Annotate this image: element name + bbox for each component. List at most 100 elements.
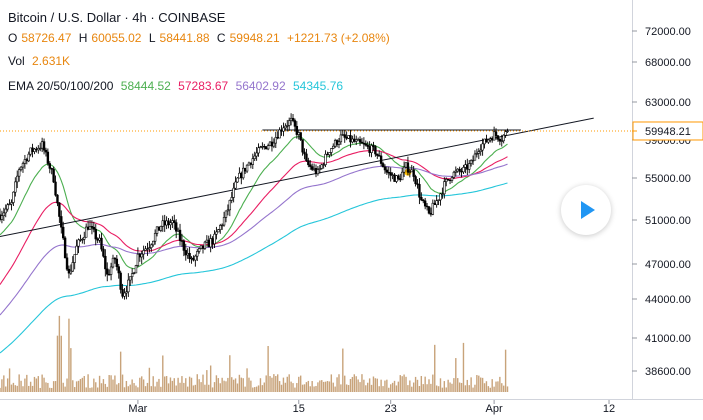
candle-body [326, 153, 329, 156]
volume-bar [426, 384, 428, 392]
candle-body [433, 202, 436, 206]
volume-bar [344, 375, 346, 392]
candle-body [217, 229, 220, 233]
candle-body [152, 240, 155, 246]
volume-bar [257, 385, 260, 392]
open-value: 58726.47 [21, 31, 72, 45]
volume-bar [367, 382, 369, 392]
volume-bar [244, 386, 246, 392]
volume-bar [401, 376, 403, 392]
candle-body [19, 166, 23, 170]
volume-bar [416, 379, 419, 392]
volume-bar [357, 379, 359, 392]
candle-body [165, 220, 168, 226]
candle-body [450, 177, 454, 181]
candle-body [234, 181, 237, 189]
volume-label: Vol [8, 54, 25, 68]
volume-bar [16, 385, 18, 392]
x-tick-label: 15 [293, 403, 305, 415]
candle-body [355, 139, 358, 142]
volume-bar [196, 374, 198, 392]
volume-bar [66, 378, 68, 392]
candle-body [437, 199, 440, 202]
volume-bar [432, 374, 434, 392]
candle-body [399, 178, 402, 181]
volume-bar [252, 387, 254, 392]
candle-body [197, 248, 201, 252]
volume-bar [376, 378, 378, 392]
ema100-value: 56402.92 [235, 79, 286, 93]
candle-body [211, 238, 214, 245]
volume-bar [41, 374, 43, 392]
ema100-line [0, 163, 508, 316]
volume-bar [179, 382, 181, 392]
volume-bar [49, 387, 51, 392]
volume-bar [384, 380, 386, 392]
candle-body [71, 262, 74, 272]
volume-bar [299, 375, 302, 392]
candle-body [395, 175, 398, 182]
volume-bar [478, 375, 480, 392]
volume-bar [265, 375, 267, 392]
candle-body [138, 253, 142, 258]
volume-bar [156, 381, 158, 392]
volume-bar [229, 355, 231, 392]
candle-body [287, 120, 291, 126]
volume-value: 2.631K [32, 54, 71, 68]
candle-body [220, 224, 224, 227]
volume-bar [232, 379, 235, 392]
volume-bar [125, 380, 128, 392]
candle-body [324, 153, 327, 165]
volume-bar [181, 376, 183, 392]
candle-body [351, 138, 354, 143]
candle-body [205, 239, 209, 243]
play-button[interactable] [561, 185, 611, 235]
candle-body [236, 177, 239, 183]
ohlc-legend: O 58726.47 H 60055.02 L 58441.88 C 59948.21 … [8, 31, 394, 45]
volume-bar [139, 377, 141, 392]
candle-body [377, 155, 381, 157]
candle-body [504, 131, 507, 136]
volume-bar [95, 382, 97, 392]
candle-body [86, 226, 90, 230]
candle-body [83, 236, 86, 240]
candle-body [39, 147, 42, 150]
candle-body [366, 144, 369, 147]
volume-bar [104, 383, 107, 392]
low-key: L [148, 31, 156, 45]
candle-body [159, 226, 163, 231]
candle-body [422, 199, 425, 202]
volume-bar [386, 379, 388, 392]
y-tick-label: 68000.00 [645, 57, 691, 69]
volume-bar [116, 384, 118, 392]
change-value: +1221.73 (+2.08%) [287, 31, 390, 45]
volume-bar [430, 383, 432, 392]
volume-bar [439, 378, 442, 392]
volume-bar [60, 335, 62, 392]
drawing-lines [0, 117, 632, 237]
candle-body [454, 170, 458, 173]
candle-body [201, 245, 205, 249]
symbol-title: Bitcoin / U.S. Dollar · 4h · COINBASE [8, 10, 226, 25]
candle-body [487, 139, 490, 143]
volume-bar [495, 381, 497, 392]
volume-bar [453, 378, 455, 392]
volume-bar [273, 374, 275, 392]
volume-bar [353, 374, 356, 392]
candle-body [293, 120, 297, 127]
volume-bar [51, 387, 53, 392]
candle-body [243, 167, 247, 172]
candle-body [376, 153, 379, 156]
candle-body [473, 153, 477, 161]
volume-bar [393, 380, 396, 392]
candle-body [452, 171, 456, 178]
volume-bar [330, 374, 333, 392]
candle-body [140, 253, 143, 258]
candle-body [303, 151, 306, 155]
candle-body [349, 135, 352, 143]
volume-bar [77, 380, 80, 392]
volume-bar [340, 384, 342, 392]
candle-body [423, 200, 427, 207]
